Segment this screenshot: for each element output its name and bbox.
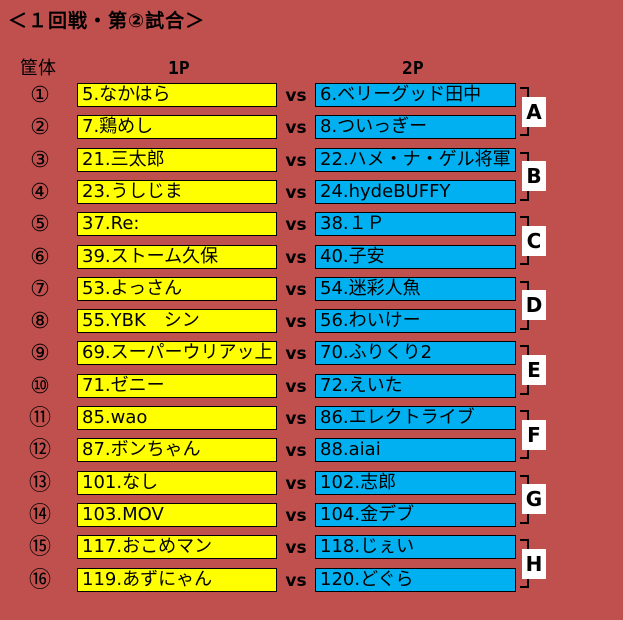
player-1p-cell: 7.鶏めし — [77, 115, 277, 140]
cabinet-number: ⑩ — [30, 373, 50, 399]
player-1p-cell: 53.よっさん — [77, 276, 277, 301]
player-1p-cell: 117.おこめマン — [77, 535, 277, 560]
cabinet-number: ⑧ — [30, 309, 50, 335]
vs-label: vs — [285, 376, 307, 397]
cabinet-number: ⑤ — [30, 212, 50, 238]
match-row: ⑧ 55.YBK シン vs 56.わいけー — [0, 308, 623, 336]
player-2p-cell: 6.ベリーグッド田中 — [315, 83, 516, 107]
cabinet-number: ⑮ — [28, 535, 51, 561]
vs-label: vs — [285, 86, 307, 106]
header-2p: 2P — [402, 58, 424, 79]
match-row: ⑭ 103.MOV vs 104.金デブ — [0, 502, 623, 530]
match-row: ④ 23.うしじま vs 24.hydeBUFFY — [0, 179, 623, 207]
player-2p-cell: 38.１Ｐ — [315, 212, 516, 237]
player-1p-cell: 101.なし — [77, 470, 277, 495]
vs-label: vs — [285, 279, 307, 300]
player-2p-cell: 70.ふりくり2 — [315, 341, 516, 366]
player-2p-cell: 72.えいた — [315, 373, 516, 398]
vs-label: vs — [285, 118, 307, 139]
match-row: ⑫ 87.ボンちゃん vs 88.aiai — [0, 437, 623, 465]
player-2p-cell: 88.aiai — [315, 438, 516, 463]
player-1p-cell: 119.あずにゃん — [77, 567, 277, 592]
player-1p-cell: 85.wao — [77, 406, 277, 430]
cabinet-number: ⑬ — [28, 470, 51, 496]
vs-label: vs — [285, 505, 307, 526]
cabinet-number: ⑪ — [28, 406, 51, 431]
match-row: ⑩ 71.ゼニー vs 72.えいた — [0, 373, 623, 401]
player-1p-cell: 5.なかはら — [77, 83, 277, 107]
player-2p-cell: 56.わいけー — [315, 309, 516, 334]
group-label: H — [522, 548, 546, 579]
vs-label: vs — [285, 344, 307, 365]
cabinet-number: ③ — [30, 147, 50, 173]
vs-label: vs — [285, 570, 307, 591]
vs-label: vs — [285, 538, 307, 559]
group-label: E — [522, 355, 546, 386]
cabinet-number: ⑭ — [28, 502, 51, 528]
player-2p-cell: 104.金デブ — [315, 502, 516, 527]
player-1p-cell: 55.YBK シン — [77, 309, 277, 334]
player-1p-cell: 23.うしじま — [77, 179, 277, 204]
player-2p-cell: 24.hydeBUFFY — [315, 179, 516, 204]
match-row: ① 5.なかはら vs 6.ベリーグッド田中 — [0, 82, 623, 110]
page-title: ＜１回戦・第②試合＞ — [8, 10, 206, 32]
match-row: ⑦ 53.よっさん vs 54.迷彩人魚 — [0, 276, 623, 304]
player-1p-cell: 21.三太郎 — [77, 147, 277, 172]
player-2p-cell: 54.迷彩人魚 — [315, 276, 516, 301]
header-1p: 1P — [168, 58, 190, 79]
group-label: F — [522, 419, 546, 450]
vs-label: vs — [285, 215, 307, 236]
vs-label: vs — [285, 441, 307, 462]
player-2p-cell: 22.ハメ・ナ・ゲル将軍 — [315, 147, 516, 172]
player-2p-cell: 120.どぐら — [315, 567, 516, 592]
player-1p-cell: 37.Re: — [77, 212, 277, 237]
player-1p-cell: 87.ボンちゃん — [77, 438, 277, 463]
cabinet-number: ⑫ — [28, 438, 51, 464]
vs-label: vs — [285, 312, 307, 333]
header-kotai: 筐体 — [20, 58, 56, 79]
vs-label: vs — [285, 409, 307, 429]
player-2p-cell: 8.ついっぎー — [315, 115, 516, 140]
match-row: ② 7.鶏めし vs 8.ついっぎー — [0, 114, 623, 142]
group-label: D — [522, 290, 546, 321]
player-1p-cell: 71.ゼニー — [77, 373, 277, 398]
player-2p-cell: 102.志郎 — [315, 470, 516, 495]
group-label: B — [522, 161, 546, 192]
match-row: ⑤ 37.Re: vs 38.１Ｐ — [0, 211, 623, 239]
vs-label: vs — [285, 247, 307, 268]
match-row: ③ 21.三太郎 vs 22.ハメ・ナ・ゲル将軍 — [0, 147, 623, 175]
match-row: ⑯ 119.あずにゃん vs 120.どぐら — [0, 567, 623, 595]
cabinet-number: ① — [30, 83, 50, 108]
cabinet-number: ⑥ — [30, 244, 50, 270]
group-label: C — [522, 225, 546, 256]
vs-label: vs — [285, 150, 307, 171]
match-row: ⑬ 101.なし vs 102.志郎 — [0, 470, 623, 498]
match-row: ⑥ 39.ストーム久保 vs 40.子安 — [0, 244, 623, 272]
cabinet-number: ⑯ — [28, 567, 51, 593]
cabinet-number: ⑨ — [30, 341, 50, 367]
player-2p-cell: 86.エレクトライブ — [315, 406, 516, 430]
group-label: G — [522, 484, 546, 515]
vs-label: vs — [285, 182, 307, 203]
cabinet-number: ⑦ — [30, 276, 50, 302]
player-1p-cell: 69.スーパーウリアッ上 — [77, 341, 277, 366]
cabinet-number: ④ — [30, 179, 50, 205]
group-label: A — [522, 96, 546, 127]
match-row: ⑨ 69.スーパーウリアッ上 vs 70.ふりくり2 — [0, 340, 623, 368]
player-1p-cell: 103.MOV — [77, 502, 277, 527]
player-2p-cell: 40.子安 — [315, 244, 516, 269]
match-row: ⑮ 117.おこめマン vs 118.じぇい — [0, 534, 623, 562]
cabinet-number: ② — [30, 115, 50, 141]
player-2p-cell: 118.じぇい — [315, 535, 516, 560]
match-row: ⑪ 85.wao vs 86.エレクトライブ — [0, 405, 623, 433]
player-1p-cell: 39.ストーム久保 — [77, 244, 277, 269]
vs-label: vs — [285, 473, 307, 494]
